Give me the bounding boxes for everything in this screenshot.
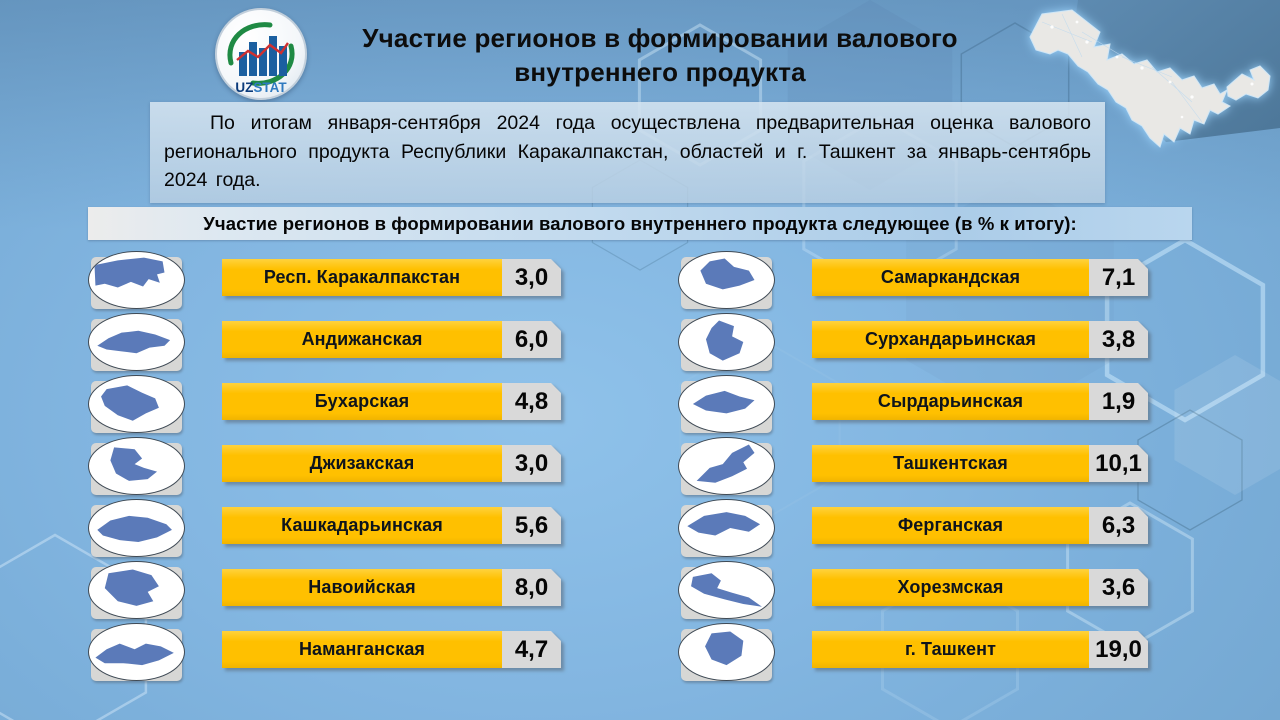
region-value: 6,0 xyxy=(502,321,561,358)
region-row: Ташкентская 10,1 xyxy=(678,436,1156,498)
uzstat-logo: UZSTAT xyxy=(215,8,307,100)
region-row: Бухарская 4,8 xyxy=(88,374,566,436)
region-shape-icon xyxy=(678,561,775,619)
region-strip: Наманганская 4,7 xyxy=(222,631,561,668)
svg-text:UZSTAT: UZSTAT xyxy=(235,80,287,95)
region-value: 7,1 xyxy=(1089,259,1148,296)
region-strip: Бухарская 4,8 xyxy=(222,383,561,420)
region-name: Кашкадарьинская xyxy=(222,507,502,544)
region-row: Респ. Каракалпакстан 3,0 xyxy=(88,250,566,312)
region-strip: г. Ташкент 19,0 xyxy=(812,631,1148,668)
region-shape-icon xyxy=(678,375,775,433)
region-row: Навоийская 8,0 xyxy=(88,560,566,622)
region-name: Респ. Каракалпакстан xyxy=(222,259,502,296)
region-shape-oval xyxy=(88,499,185,557)
region-value: 19,0 xyxy=(1089,631,1148,668)
region-shape-oval xyxy=(678,499,775,557)
region-value: 5,6 xyxy=(502,507,561,544)
region-shape-oval xyxy=(88,623,185,681)
region-shape-icon xyxy=(88,623,185,681)
region-shape-icon xyxy=(678,623,775,681)
region-name: Джизакская xyxy=(222,445,502,482)
region-shape-icon xyxy=(678,499,775,557)
region-row: Джизакская 3,0 xyxy=(88,436,566,498)
regions-column-left: Респ. Каракалпакстан 3,0 Андижанская 6,0 Бух… xyxy=(88,250,566,684)
page-title: Участие регионов в формировании валового… xyxy=(362,23,958,87)
region-shape-icon xyxy=(88,561,185,619)
region-row: Андижанская 6,0 xyxy=(88,312,566,374)
region-name: Хорезмская xyxy=(812,569,1089,606)
region-name: Бухарская xyxy=(222,383,502,420)
region-strip: Ташкентская 10,1 xyxy=(812,445,1148,482)
region-row: г. Ташкент 19,0 xyxy=(678,622,1156,684)
region-shape-oval xyxy=(88,251,185,309)
region-strip: Самаркандская 7,1 xyxy=(812,259,1148,296)
region-value: 3,6 xyxy=(1089,569,1148,606)
region-shape-icon xyxy=(88,437,185,495)
region-row: Сырдарьинская 1,9 xyxy=(678,374,1156,436)
intro-panel: По итогам января-сентября 2024 года осущ… xyxy=(150,102,1105,203)
region-shape-oval xyxy=(678,437,775,495)
region-name: Ташкентская xyxy=(812,445,1089,482)
region-row: Самаркандская 7,1 xyxy=(678,250,1156,312)
region-row: Кашкадарьинская 5,6 xyxy=(88,498,566,560)
region-strip: Кашкадарьинская 5,6 xyxy=(222,507,561,544)
intro-text: По итогам января-сентября 2024 года осущ… xyxy=(164,112,1091,192)
region-name: Андижанская xyxy=(222,321,502,358)
region-shape-icon xyxy=(88,251,185,309)
region-value: 3,0 xyxy=(502,445,561,482)
region-row: Наманганская 4,7 xyxy=(88,622,566,684)
region-name: Ферганская xyxy=(812,507,1089,544)
region-shape-icon xyxy=(678,437,775,495)
region-value: 8,0 xyxy=(502,569,561,606)
region-value: 6,3 xyxy=(1089,507,1148,544)
logo-chart-icon: UZSTAT xyxy=(227,22,295,95)
region-strip: Навоийская 8,0 xyxy=(222,569,561,606)
region-shape-icon xyxy=(88,313,185,371)
region-strip: Андижанская 6,0 xyxy=(222,321,561,358)
region-strip: Респ. Каракалпакстан 3,0 xyxy=(222,259,561,296)
region-value: 1,9 xyxy=(1089,383,1148,420)
region-name: Сурхандарьинская xyxy=(812,321,1089,358)
region-value: 3,0 xyxy=(502,259,561,296)
region-name: Навоийская xyxy=(222,569,502,606)
region-shape-oval xyxy=(678,561,775,619)
region-strip: Джизакская 3,0 xyxy=(222,445,561,482)
region-strip: Сурхандарьинская 3,8 xyxy=(812,321,1148,358)
region-shape-oval xyxy=(678,251,775,309)
region-value: 4,7 xyxy=(502,631,561,668)
region-shape-oval xyxy=(678,623,775,681)
region-shape-icon xyxy=(88,375,185,433)
region-value: 3,8 xyxy=(1089,321,1148,358)
regions-column-right: Самаркандская 7,1 Сурхандарьинская 3,8 Сырда… xyxy=(678,250,1156,684)
region-shape-oval xyxy=(88,375,185,433)
region-name: Наманганская xyxy=(222,631,502,668)
region-shape-icon xyxy=(678,251,775,309)
region-strip: Ферганская 6,3 xyxy=(812,507,1148,544)
region-row: Ферганская 6,3 xyxy=(678,498,1156,560)
region-name: Сырдарьинская xyxy=(812,383,1089,420)
region-shape-oval xyxy=(678,313,775,371)
region-shape-oval xyxy=(88,313,185,371)
region-strip: Сырдарьинская 1,9 xyxy=(812,383,1148,420)
region-name: г. Ташкент xyxy=(812,631,1089,668)
region-row: Хорезмская 3,6 xyxy=(678,560,1156,622)
region-value: 10,1 xyxy=(1089,445,1148,482)
region-value: 4,8 xyxy=(502,383,561,420)
subtitle-bar: Участие регионов в формировании валового… xyxy=(88,207,1192,240)
region-shape-oval xyxy=(88,561,185,619)
region-shape-oval xyxy=(88,437,185,495)
region-shape-icon xyxy=(678,313,775,371)
region-row: Сурхандарьинская 3,8 xyxy=(678,312,1156,374)
region-shape-oval xyxy=(678,375,775,433)
region-shape-icon xyxy=(88,499,185,557)
region-name: Самаркандская xyxy=(812,259,1089,296)
region-strip: Хорезмская 3,6 xyxy=(812,569,1148,606)
